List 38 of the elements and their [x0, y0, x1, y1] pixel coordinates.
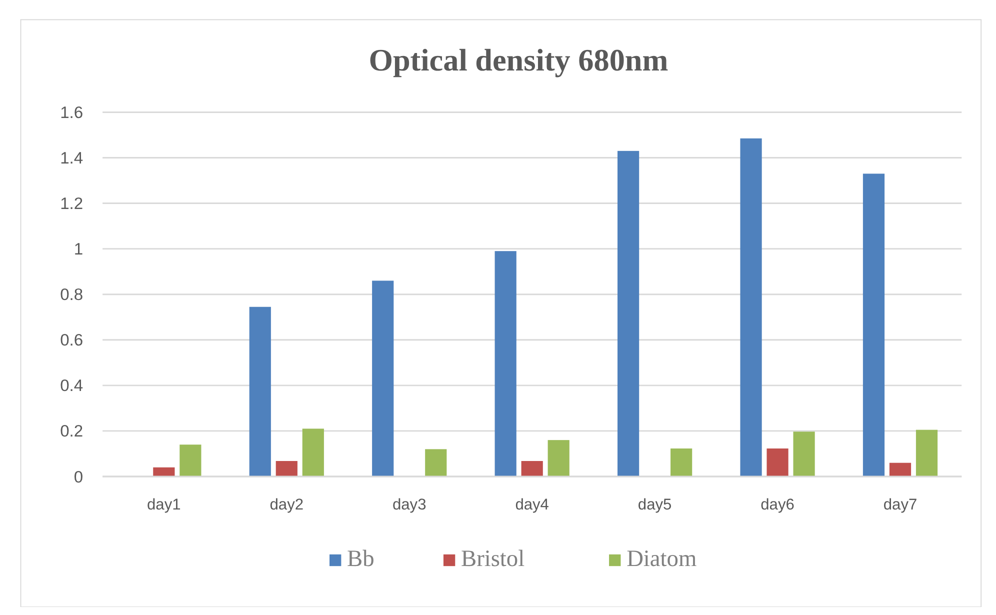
y-tick-label: 1.2: [60, 194, 84, 214]
bar: [494, 251, 516, 476]
legend-label: Bb: [347, 546, 374, 572]
bar: [249, 306, 271, 476]
y-tick-label: 0.4: [60, 376, 84, 396]
x-tick-label: day2: [270, 496, 304, 514]
y-tick-label: 0: [74, 467, 84, 486]
bar: [793, 432, 815, 476]
x-tick-label: day5: [638, 496, 672, 514]
bar: [276, 461, 298, 476]
x-tick-label: day7: [883, 496, 918, 514]
x-tick-label: day1: [147, 496, 181, 514]
bar: [618, 150, 640, 476]
y-tick-label: 1: [74, 240, 84, 259]
y-tick-label: 0.6: [60, 330, 84, 350]
x-tick-label: day6: [760, 496, 794, 514]
bar: [740, 138, 762, 476]
y-tick-label: 0.2: [60, 422, 84, 441]
bar: [548, 440, 570, 476]
x-tick-label: day4: [515, 496, 550, 514]
bar: [670, 448, 692, 476]
bar: [302, 428, 324, 476]
bar: [521, 461, 543, 476]
bar: [916, 430, 938, 476]
x-tick-label: day3: [392, 496, 426, 514]
chart-title: Optical density 680nm: [368, 42, 668, 78]
bar: [766, 448, 788, 476]
bar: [180, 444, 202, 476]
y-tick-label: 1.6: [60, 103, 84, 122]
bar: [372, 280, 394, 476]
y-tick-label: 1.4: [60, 148, 84, 168]
y-tick-label: 0.8: [60, 285, 84, 304]
bar: [153, 467, 175, 476]
bar: [889, 462, 912, 476]
bar: [425, 449, 447, 476]
legend-label: Diatom: [626, 546, 697, 572]
bar: [862, 174, 885, 476]
legend-label: Bristol: [460, 546, 526, 572]
